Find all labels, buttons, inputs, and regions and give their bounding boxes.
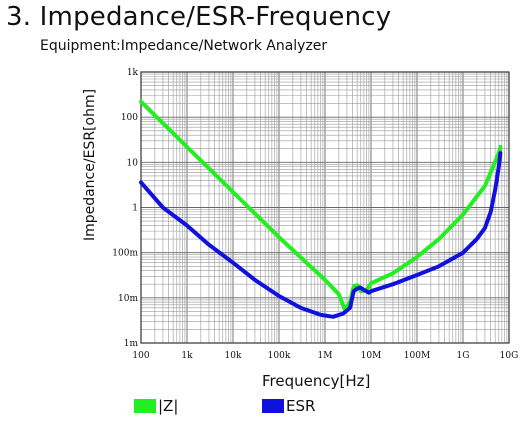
legend-item-z: |Z|	[134, 397, 178, 415]
x-tick-label: 100	[132, 351, 149, 361]
x-tick-label: 10k	[225, 351, 242, 361]
legend-swatch-esr	[262, 399, 284, 413]
y-tick-label: 1m	[124, 339, 139, 349]
x-tick-label: 1G	[457, 351, 470, 361]
x-tick-label: 1k	[181, 351, 193, 361]
legend-swatch-z	[134, 399, 156, 413]
y-tick-label: 100m	[112, 249, 138, 259]
x-tick-label: 100M	[404, 351, 430, 361]
y-tick-label: 1k	[127, 68, 139, 78]
y-tick-label: 10	[127, 158, 139, 168]
x-tick-label: 10M	[361, 351, 382, 361]
legend-label-esr: ESR	[286, 397, 315, 415]
x-tick-label: 1M	[318, 351, 333, 361]
y-tick-label: 1	[132, 204, 138, 214]
legend-label-z: |Z|	[158, 397, 178, 415]
x-tick-label: 100k	[268, 351, 291, 361]
legend-item-esr: ESR	[262, 397, 315, 415]
y-tick-label: 10m	[118, 294, 138, 304]
y-tick-label: 100	[121, 113, 138, 123]
x-tick-label: 10G	[500, 351, 519, 361]
